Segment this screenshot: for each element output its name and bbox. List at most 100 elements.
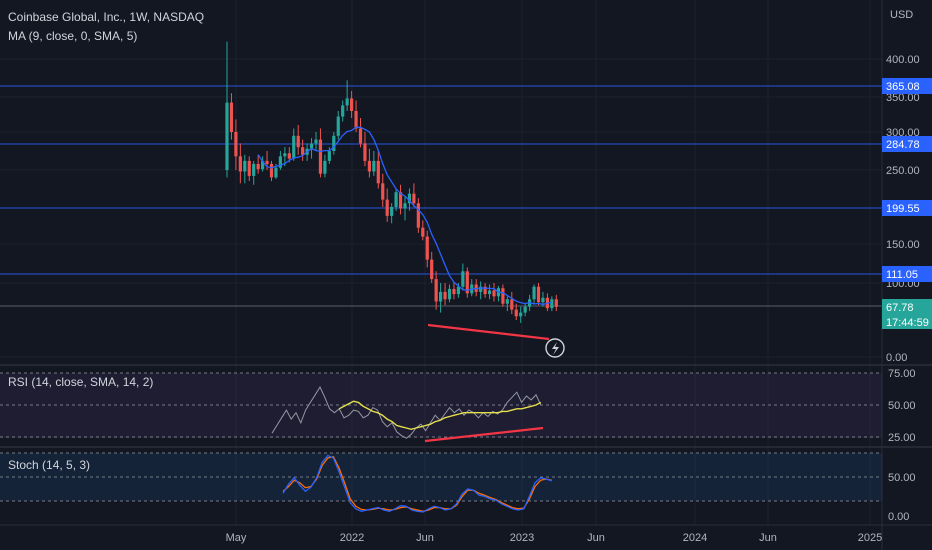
candle-body — [363, 143, 367, 161]
candle-body — [225, 102, 229, 170]
candle-body — [292, 135, 296, 159]
rsi-ma-line — [338, 400, 542, 431]
candle-body — [456, 286, 460, 295]
candle-body — [341, 105, 345, 117]
bar-countdown: 17:44:59 — [886, 317, 929, 329]
moving-average-line — [257, 126, 553, 306]
rsi-trendline[interactable] — [424, 426, 544, 443]
candle-body — [536, 286, 541, 303]
candle-body — [505, 299, 509, 304]
price-trendline[interactable] — [427, 323, 550, 341]
price-level-value: 199.55 — [886, 203, 920, 215]
candle-body — [358, 128, 363, 144]
candle-body — [296, 135, 300, 148]
price-tick: 150.00 — [886, 239, 920, 251]
candle-body — [256, 163, 260, 170]
candle-body — [479, 286, 483, 292]
price-level-tag — [882, 78, 932, 94]
candle-body — [247, 160, 251, 176]
candle-body — [541, 297, 545, 303]
countdown-tag — [882, 314, 932, 329]
time-label: 2022 — [340, 532, 364, 544]
candle-body — [229, 102, 234, 132]
price-level-tag — [882, 136, 932, 152]
time-label: 2023 — [510, 532, 534, 544]
candle-body — [350, 98, 354, 111]
price-level-tag — [882, 200, 932, 216]
candle-body — [238, 156, 242, 172]
stoch-tick-0: 0.00 — [888, 511, 909, 523]
last-price-tag — [882, 299, 932, 314]
candle-body — [354, 111, 358, 129]
horizontal-levels — [0, 85, 882, 307]
stoch-legend[interactable]: Stoch (14, 5, 3) — [8, 458, 91, 472]
candle-body — [550, 299, 554, 309]
candle-body — [483, 286, 487, 295]
candle-body — [332, 135, 336, 151]
symbol-title[interactable]: Coinbase Global, Inc., 1W, NASDAQ — [8, 10, 205, 24]
rsi-legend[interactable]: RSI (14, close, SMA, 14, 2) — [8, 375, 154, 389]
ma-legend[interactable]: MA (9, close, 0, SMA, 5) — [8, 29, 138, 43]
candle-body — [532, 286, 536, 300]
candle-body — [394, 192, 398, 207]
price-tick: 0.00 — [886, 352, 907, 364]
time-axis-labels[interactable]: May 2022 Jun 2023 Jun 2024 Jun 2025 — [226, 532, 883, 544]
candle-body — [243, 160, 247, 172]
price-level-value: 111.05 — [886, 269, 918, 281]
price-level-tags: 365.08 284.78 199.55 111.05 — [882, 78, 932, 282]
candle-body — [439, 291, 443, 302]
candle-body — [452, 288, 456, 295]
price-level-value: 284.78 — [886, 139, 920, 151]
candle-body — [510, 299, 514, 310]
candle-body — [514, 309, 518, 317]
candle-body — [385, 199, 389, 216]
candle-body — [234, 132, 238, 157]
candle-body — [434, 279, 438, 302]
candlestick-series — [225, 41, 558, 323]
candle-body — [327, 151, 331, 161]
currency-label: USD — [890, 9, 913, 21]
candle-body — [318, 139, 323, 174]
candle-body — [492, 290, 496, 297]
last-price-value: 67.78 — [886, 302, 914, 314]
time-label: 2025 — [858, 532, 882, 544]
rsi-tick-50: 50.00 — [888, 400, 916, 412]
candle-body — [376, 160, 380, 184]
time-label: Jun — [759, 532, 777, 544]
candle-body — [323, 160, 327, 174]
price-level-tag — [882, 266, 932, 282]
candle-body — [403, 203, 407, 209]
candle-body — [283, 153, 287, 157]
stoch-d-line — [282, 455, 552, 512]
candle-body — [519, 312, 523, 317]
time-label: Jun — [416, 532, 434, 544]
candle-body — [430, 259, 434, 280]
price-level-value: 365.08 — [886, 81, 920, 93]
stoch-k-line — [282, 454, 553, 513]
candle-body — [274, 167, 278, 178]
candle-body — [407, 193, 412, 204]
candle-body — [398, 192, 403, 209]
candle-body — [390, 207, 394, 216]
price-tick: 350.00 — [886, 92, 920, 104]
candle-body — [345, 98, 349, 106]
candle-body — [372, 160, 376, 172]
candle-body — [301, 147, 305, 155]
candle-body — [447, 288, 452, 300]
candle-body — [381, 183, 385, 200]
candle-body — [412, 193, 416, 204]
candle-body — [367, 160, 371, 172]
candle-body — [461, 271, 465, 287]
candle-body — [269, 163, 274, 178]
rsi-tick-75: 75.00 — [888, 368, 916, 380]
candle-body — [425, 236, 429, 260]
candle-body — [252, 163, 256, 176]
price-tick: 400.00 — [886, 54, 920, 66]
candle-body — [465, 271, 469, 294]
alert-icon[interactable] — [545, 338, 565, 358]
time-label: Jun — [587, 532, 605, 544]
time-label: May — [226, 532, 247, 544]
candle-body — [309, 143, 314, 149]
candle-body — [421, 227, 425, 237]
